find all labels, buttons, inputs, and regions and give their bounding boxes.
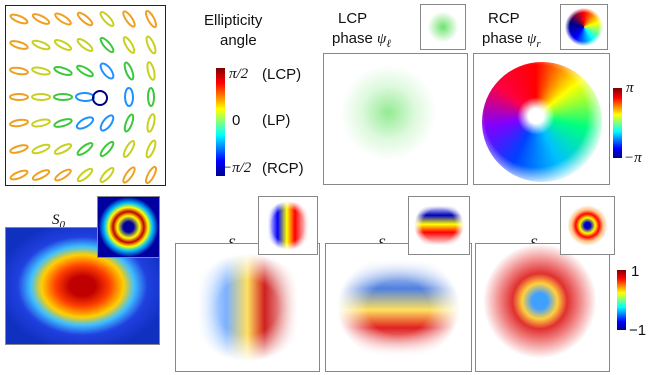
colorbar bbox=[617, 270, 626, 330]
colorbar-label: −π/2 bbox=[222, 160, 251, 177]
colorbar-label: −π bbox=[624, 150, 642, 167]
colorbar-label: (LP) bbox=[262, 112, 290, 129]
inset bbox=[420, 4, 466, 50]
colorbar-label: π/2 bbox=[229, 66, 248, 83]
inset bbox=[97, 196, 160, 258]
legend-title: Ellipticity bbox=[204, 12, 262, 29]
colorbar-label: (RCP) bbox=[262, 160, 304, 177]
panel-frame bbox=[6, 6, 166, 186]
colorbar bbox=[613, 88, 622, 158]
text: ℓ bbox=[386, 38, 391, 50]
text: S bbox=[52, 212, 60, 228]
text: phase bbox=[482, 30, 523, 47]
inset bbox=[560, 196, 615, 255]
legend-title: angle bbox=[220, 32, 257, 49]
polarization-map bbox=[5, 5, 166, 186]
image-panel bbox=[175, 243, 320, 372]
colorbar-label: −1 bbox=[629, 322, 646, 339]
panel-label: RCP bbox=[488, 10, 520, 27]
text: phase bbox=[332, 30, 373, 47]
text: r bbox=[536, 38, 540, 50]
image-panel bbox=[323, 53, 468, 185]
colorbar-label: π bbox=[626, 80, 634, 97]
figure: {"ellipticity_legend":{"title_line1":"El… bbox=[0, 0, 657, 375]
inset bbox=[258, 196, 318, 255]
text: ψ bbox=[527, 31, 536, 47]
colorbar-label: 0 bbox=[232, 112, 240, 129]
phase-image bbox=[482, 62, 602, 182]
inset bbox=[560, 4, 608, 50]
panel-title: phase ψℓ bbox=[332, 30, 391, 50]
colorbar-label: 1 bbox=[631, 263, 639, 280]
panel-title: phase ψr bbox=[482, 30, 541, 50]
panel-label: LCP bbox=[338, 10, 367, 27]
image-panel bbox=[325, 243, 472, 372]
colorbar-label: (LCP) bbox=[262, 66, 301, 83]
text: ψ bbox=[377, 31, 386, 47]
image-panel bbox=[473, 53, 610, 185]
inset bbox=[408, 196, 470, 255]
image-panel bbox=[475, 243, 610, 372]
